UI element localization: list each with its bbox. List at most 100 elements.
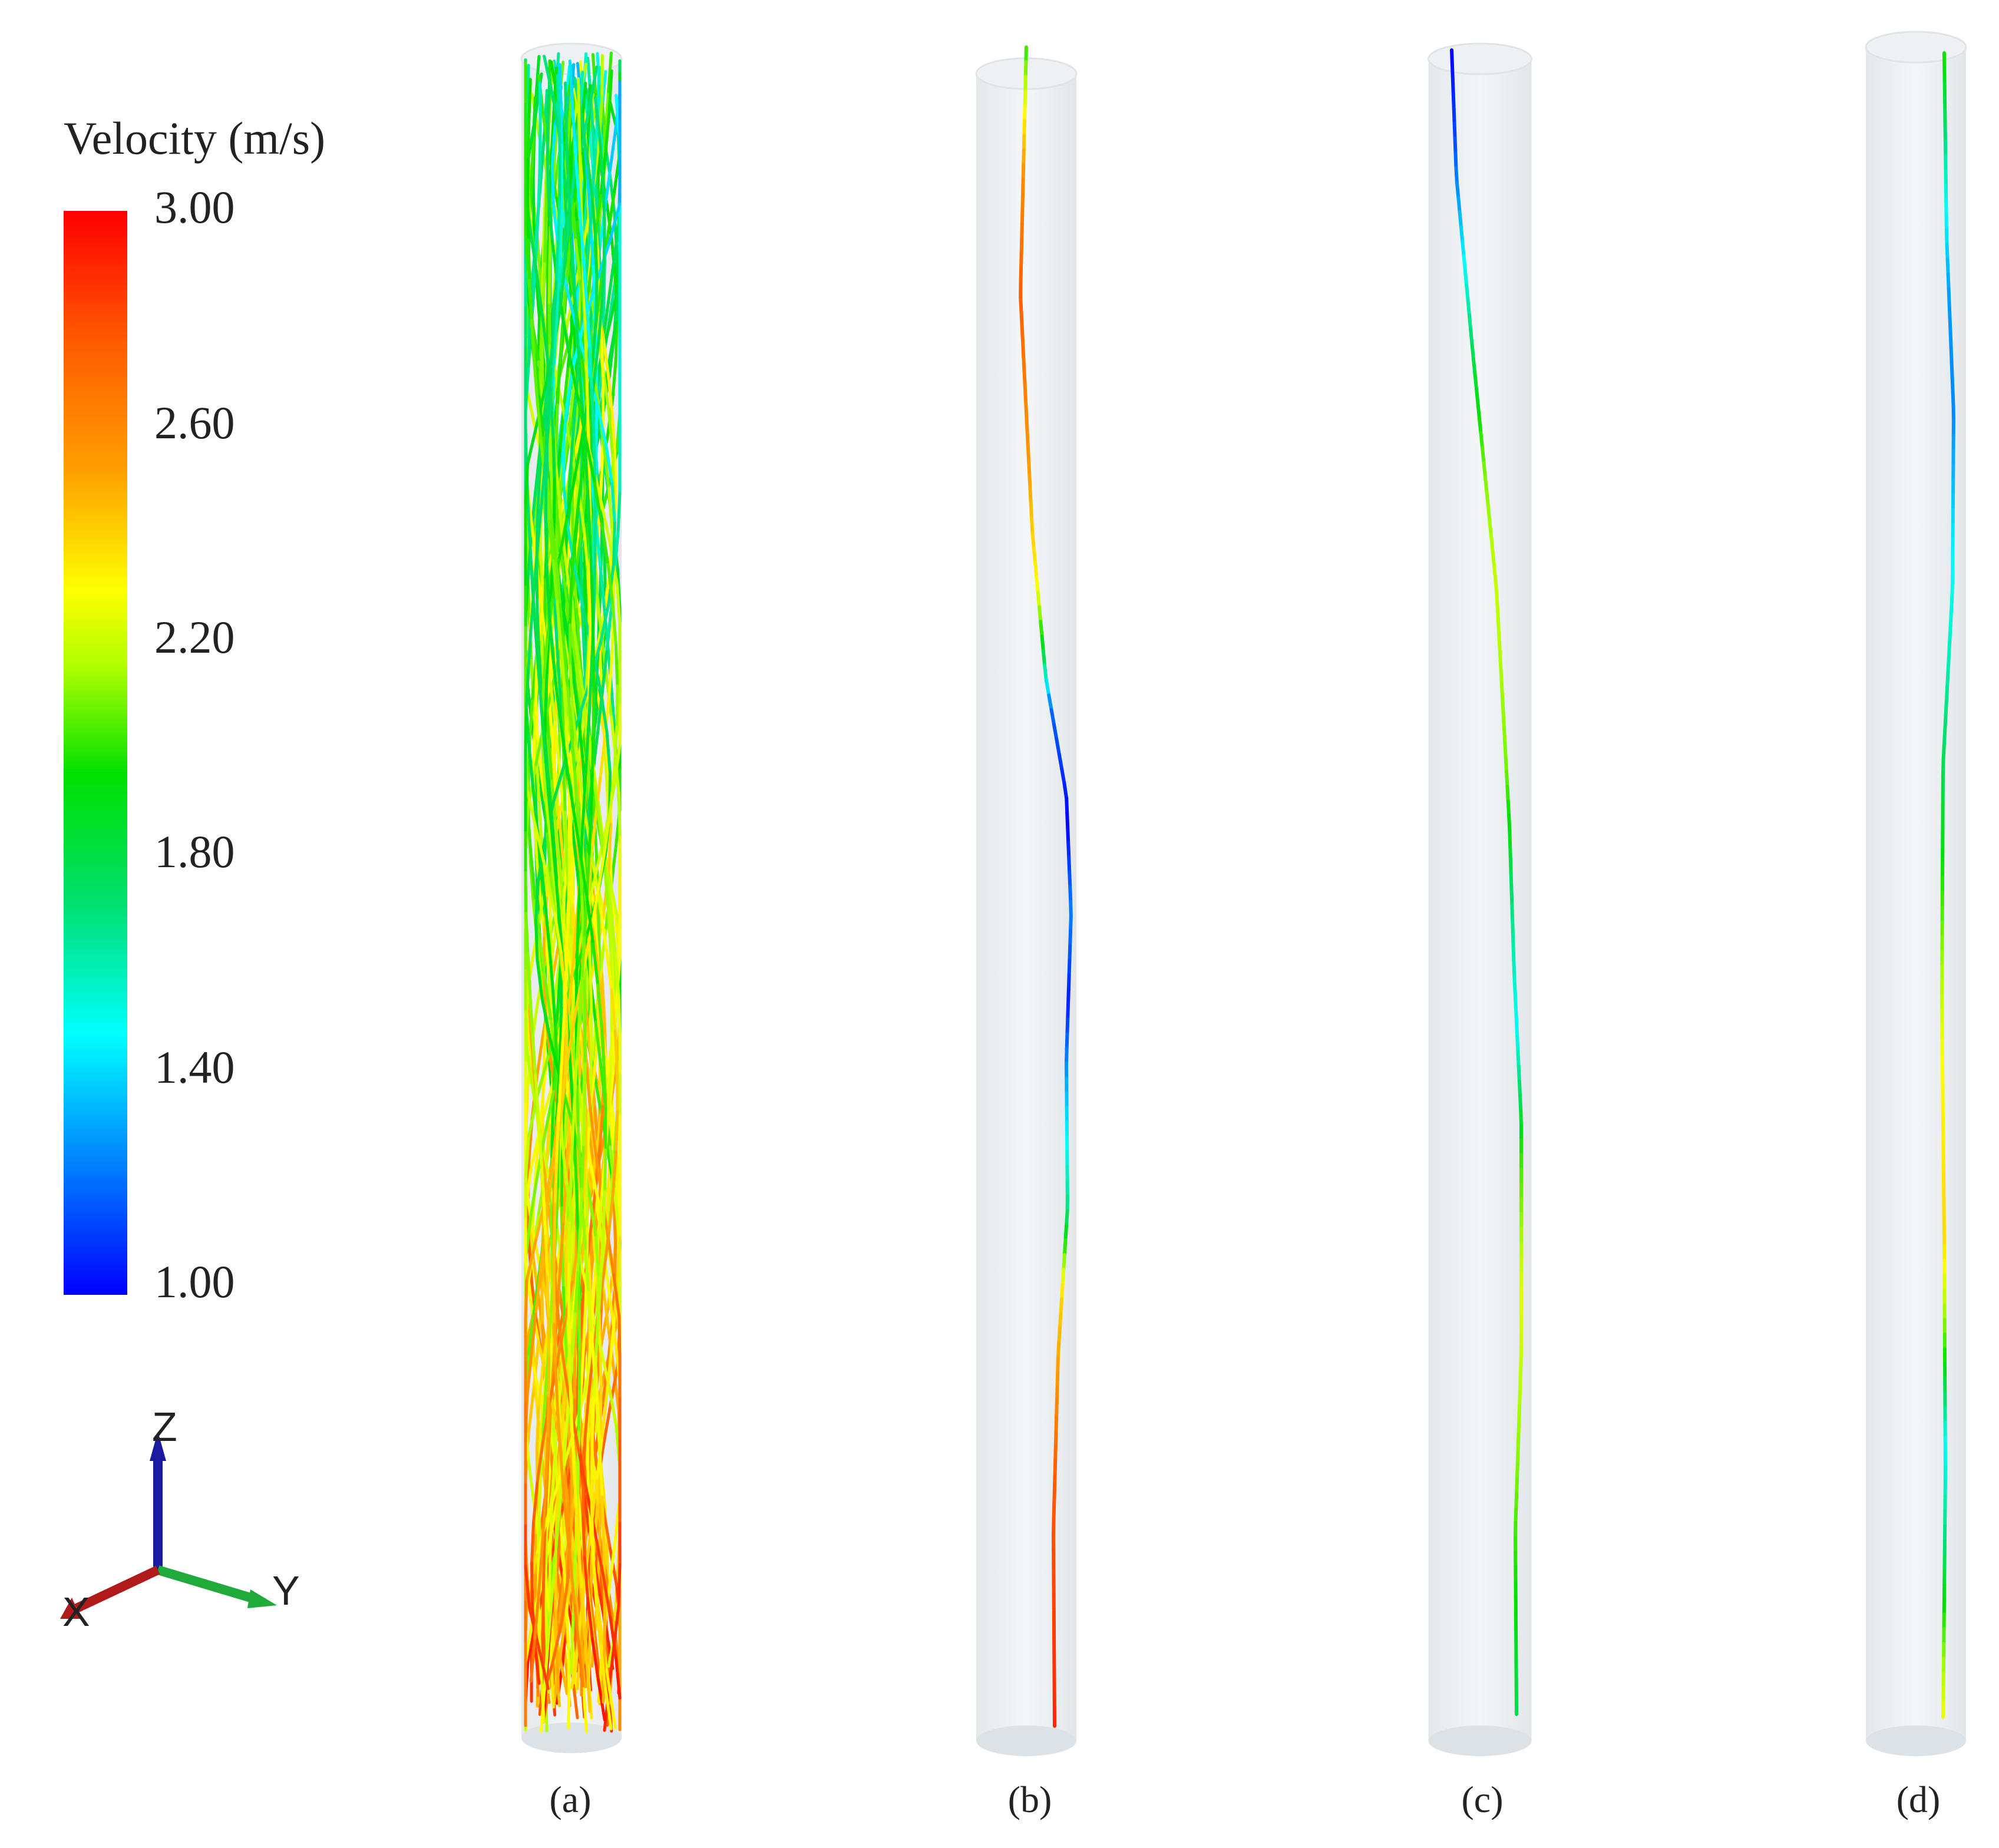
- streamline-segment: [559, 1222, 565, 1265]
- streamline-segment: [530, 136, 535, 180]
- streamline-segment: [1485, 490, 1490, 508]
- streamline-segment: [610, 911, 617, 956]
- streamline-segment: [524, 1565, 531, 1609]
- streamline-segment: [610, 482, 616, 525]
- streamline-segment: [568, 59, 574, 104]
- streamline-segment: [585, 441, 596, 485]
- streamline-segment: [564, 122, 569, 166]
- streamline-segment: [607, 69, 613, 114]
- streamline-segment: [583, 1394, 590, 1438]
- streamline-segment: [594, 1235, 600, 1279]
- streamline: [544, 74, 613, 1731]
- streamline-segment: [535, 1035, 544, 1079]
- streamline-segment: [594, 1020, 602, 1066]
- streamline-segment: [554, 403, 559, 447]
- streamline-segment: [1052, 723, 1059, 741]
- streamline-segment: [529, 588, 536, 632]
- streamline-segment: [530, 858, 537, 902]
- streamline-segment: [537, 395, 545, 439]
- streamline-segment: [546, 1275, 550, 1319]
- streamline-segment: [535, 1055, 550, 1099]
- streamline-segment: [578, 366, 584, 411]
- streamline-segment: [526, 952, 532, 996]
- streamline-segment: [605, 610, 613, 653]
- streamline-segment: [567, 1008, 578, 1052]
- streamline-segment: [1019, 252, 1023, 270]
- streamline-segment: [547, 739, 554, 782]
- streamline-segment: [614, 952, 620, 996]
- streamline-segment: [607, 1191, 614, 1235]
- streamline-segment: [590, 388, 596, 432]
- streamline-segment: [563, 1034, 569, 1078]
- streamline-segment: [591, 1637, 600, 1681]
- streamline-segment: [607, 202, 622, 246]
- streamline-segment: [592, 1355, 597, 1400]
- streamline-segment: [537, 666, 543, 710]
- streamline-segment: [606, 192, 616, 236]
- streamline-segment: [537, 1113, 543, 1158]
- streamline-segment: [561, 405, 573, 449]
- streamline-segment: [1945, 670, 1950, 688]
- streamline-segment: [549, 1562, 557, 1608]
- streamline-segment: [556, 363, 561, 406]
- cylinder-top: [1865, 31, 1967, 64]
- streamline-segment: [1513, 991, 1518, 1009]
- streamline-segment: [607, 487, 614, 531]
- streamline-segment: [1062, 1238, 1068, 1257]
- streamline-segment: [589, 1047, 593, 1090]
- streamline-segment: [530, 778, 538, 822]
- streamline-segment: [570, 1312, 577, 1357]
- streamline-segment: [554, 1122, 560, 1165]
- streamline-segment: [577, 461, 585, 505]
- streamline-segment: [583, 756, 589, 801]
- streamline-segment: [1044, 679, 1051, 697]
- streamline-segment: [1068, 870, 1072, 888]
- streamline-segment: [584, 567, 589, 610]
- streamline-segment: [604, 442, 614, 485]
- streamline-segment: [544, 1156, 556, 1201]
- streamline-segment: [567, 203, 573, 247]
- streamline-segment: [596, 1604, 605, 1648]
- streamline-segment: [570, 1413, 581, 1457]
- streamline-segment: [528, 279, 533, 322]
- streamline-segment: [573, 1149, 579, 1192]
- streamline-segment: [590, 1277, 596, 1321]
- streamline-segment: [583, 1628, 589, 1672]
- streamline-segment: [560, 259, 567, 303]
- streamline-segment: [562, 367, 570, 411]
- cylinder-top: [1428, 42, 1532, 75]
- streamline-segment: [559, 1583, 569, 1627]
- streamline-segment: [550, 125, 557, 168]
- streamline-segment: [592, 339, 600, 384]
- streamline-segment: [571, 705, 578, 748]
- streamline-segment: [559, 1519, 566, 1564]
- streamline-segment: [544, 1089, 556, 1134]
- streamline-segment: [586, 488, 592, 533]
- streamline-segment: [606, 292, 619, 334]
- streamline-segment: [600, 973, 606, 1017]
- streamline-segment: [587, 675, 593, 719]
- streamline-segment: [1060, 1282, 1065, 1301]
- streamline-segment: [600, 1397, 608, 1442]
- streamline-segment: [584, 231, 592, 276]
- streamline-segment: [530, 520, 538, 563]
- streamline-segment: [540, 1284, 544, 1327]
- streamline-segment: [539, 600, 547, 644]
- streamline-segment: [1508, 829, 1512, 847]
- streamline-segment: [590, 362, 600, 407]
- streamline-segment: [1472, 358, 1477, 376]
- streamline-segment: [561, 1001, 567, 1045]
- streamline-segment: [589, 1108, 597, 1152]
- streamline-segment: [1515, 1462, 1519, 1480]
- streamline-segment: [570, 244, 576, 288]
- streamline-segment: [586, 1669, 592, 1713]
- legend-tick-1-00: 1.00: [154, 1256, 235, 1307]
- streamline-segment: [572, 1466, 578, 1510]
- streamline-segment: [603, 868, 610, 912]
- streamline-segment: [527, 818, 533, 862]
- streamline-segment: [609, 683, 616, 726]
- streamline-segment: [570, 864, 574, 907]
- streamline-segment: [569, 1563, 577, 1607]
- streamline-segment: [1455, 181, 1461, 199]
- streamline-segment: [1055, 1386, 1059, 1404]
